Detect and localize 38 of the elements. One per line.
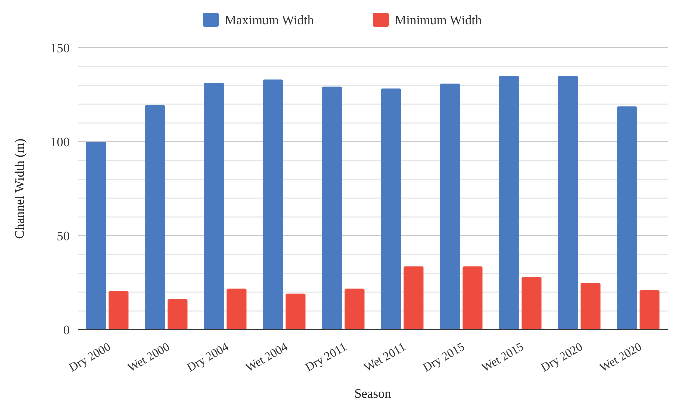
bar	[580, 283, 601, 330]
legend-label: Minimum Width	[395, 12, 482, 28]
bar	[86, 142, 106, 330]
bar	[522, 277, 542, 330]
legend-label: Maximum Width	[225, 12, 315, 28]
x-tick-label: Wet 2000	[125, 340, 172, 375]
bar	[286, 294, 306, 330]
bar	[145, 105, 166, 330]
x-tick-label: Wet 2015	[479, 340, 526, 375]
x-tick-label: Wet 2020	[597, 340, 644, 375]
bar	[617, 106, 638, 330]
bar	[168, 300, 188, 330]
bar	[381, 88, 402, 330]
y-tick-label: 50	[57, 228, 70, 244]
x-tick-label: Dry 2004	[184, 340, 232, 375]
bar	[344, 288, 365, 330]
y-axis-title: Channel Width (m)	[12, 138, 27, 240]
bar	[640, 290, 660, 330]
x-tick-label: Dry 2011	[303, 340, 350, 374]
bar	[263, 80, 284, 330]
x-tick-label: Wet 2004	[243, 340, 290, 375]
x-tick-label: Dry 2015	[420, 340, 468, 375]
bar	[204, 83, 224, 330]
bar	[440, 84, 460, 330]
y-tick-label: 0	[64, 322, 70, 338]
bar	[108, 291, 129, 330]
bar	[558, 76, 578, 330]
y-tick-label: 150	[50, 40, 70, 56]
bar	[404, 266, 424, 330]
bar	[462, 266, 483, 330]
x-tick-label: Dry 2000	[66, 340, 114, 375]
y-tick-label: 100	[50, 134, 70, 150]
x-tick-label: Dry 2020	[538, 340, 586, 375]
bar	[226, 288, 247, 330]
x-axis-title: Season	[354, 386, 392, 401]
x-tick-label: Wet 2011	[362, 340, 408, 375]
bar	[322, 86, 342, 330]
bar	[499, 76, 520, 330]
